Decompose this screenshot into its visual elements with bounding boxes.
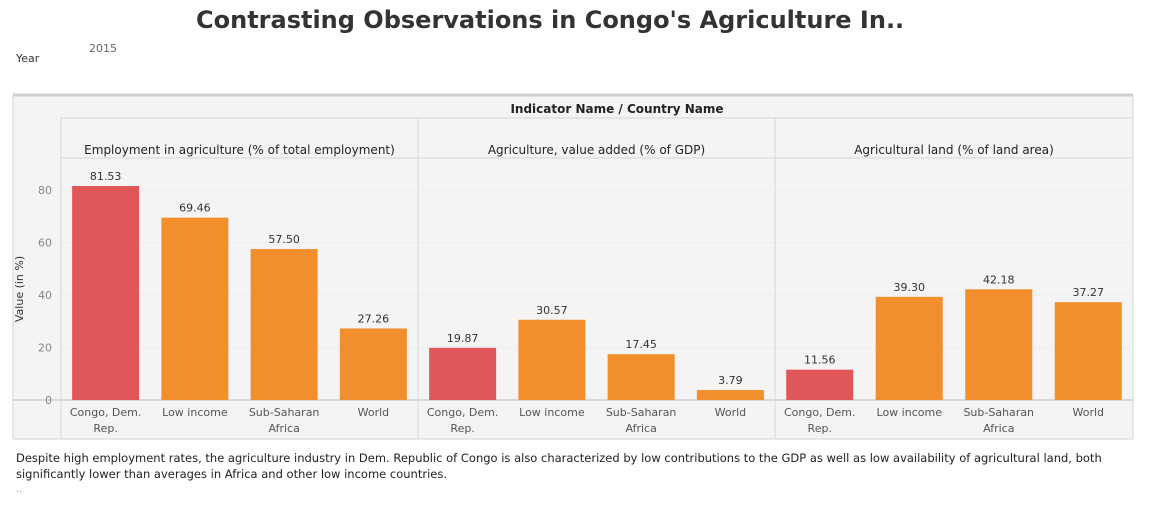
bar bbox=[607, 354, 675, 400]
bar-value-label: 11.56 bbox=[804, 354, 836, 367]
x-category-label: Africa bbox=[983, 422, 1014, 435]
bar bbox=[429, 347, 497, 400]
x-category-label: Sub-Saharan bbox=[606, 406, 677, 419]
y-tick-label: 20 bbox=[38, 342, 52, 355]
x-category-label: World bbox=[1072, 406, 1104, 419]
bar bbox=[696, 390, 764, 400]
panel-title: Employment in agriculture (% of total em… bbox=[84, 143, 395, 157]
x-category-label: Sub-Saharan bbox=[249, 406, 320, 419]
x-category-label: Congo, Dem. bbox=[70, 406, 142, 419]
bar bbox=[965, 289, 1033, 400]
x-category-label: Africa bbox=[268, 422, 299, 435]
x-category-label: Low income bbox=[877, 406, 943, 419]
bar-value-label: 30.57 bbox=[536, 304, 568, 317]
x-category-label: Sub-Saharan bbox=[963, 406, 1034, 419]
bar bbox=[875, 296, 943, 400]
y-axis-label: Value (in %) bbox=[13, 256, 26, 322]
bar-value-label: 57.50 bbox=[268, 233, 300, 246]
y-tick-label: 80 bbox=[38, 184, 52, 197]
bar bbox=[72, 185, 140, 400]
y-tick-label: 40 bbox=[38, 289, 52, 302]
bar-value-label: 69.46 bbox=[179, 202, 211, 215]
bar-value-label: 17.45 bbox=[625, 338, 657, 351]
x-category-label: Africa bbox=[625, 422, 656, 435]
x-category-label: World bbox=[358, 406, 390, 419]
header-title: Indicator Name / Country Name bbox=[510, 102, 723, 116]
bar-value-label: 19.87 bbox=[447, 332, 479, 345]
chart-title: Contrasting Observations in Congo's Agri… bbox=[196, 6, 905, 34]
bar bbox=[161, 217, 229, 400]
x-category-label: Low income bbox=[162, 406, 228, 419]
x-category-label: Low income bbox=[519, 406, 585, 419]
year-filter-label: Year bbox=[16, 52, 40, 65]
bar-value-label: 42.18 bbox=[983, 273, 1015, 286]
bar bbox=[518, 319, 586, 400]
x-category-label: Congo, Dem. bbox=[784, 406, 856, 419]
x-category-label: World bbox=[715, 406, 747, 419]
bar-value-label: 27.26 bbox=[358, 312, 390, 325]
chart-caption: Despite high employment rates, the agric… bbox=[16, 451, 1102, 481]
panel-title: Agricultural land (% of land area) bbox=[854, 143, 1054, 157]
bar bbox=[1054, 302, 1122, 400]
y-tick-label: 0 bbox=[45, 394, 52, 407]
bar bbox=[339, 328, 407, 400]
x-category-label: Rep. bbox=[93, 422, 117, 435]
year-filter-value[interactable]: 2015 bbox=[89, 42, 117, 55]
panel-title: Agriculture, value added (% of GDP) bbox=[488, 143, 705, 157]
bar-value-label: 3.79 bbox=[718, 374, 743, 387]
bar bbox=[786, 369, 854, 400]
x-category-label: Congo, Dem. bbox=[427, 406, 499, 419]
x-category-label: Rep. bbox=[808, 422, 832, 435]
bar-value-label: 37.27 bbox=[1073, 286, 1105, 299]
x-category-label: Rep. bbox=[450, 422, 474, 435]
bar bbox=[250, 249, 318, 400]
bar-value-label: 81.53 bbox=[90, 170, 122, 183]
y-tick-label: 60 bbox=[38, 237, 52, 250]
caption-ellipsis: .. bbox=[16, 484, 23, 495]
bar-value-label: 39.30 bbox=[894, 281, 926, 294]
